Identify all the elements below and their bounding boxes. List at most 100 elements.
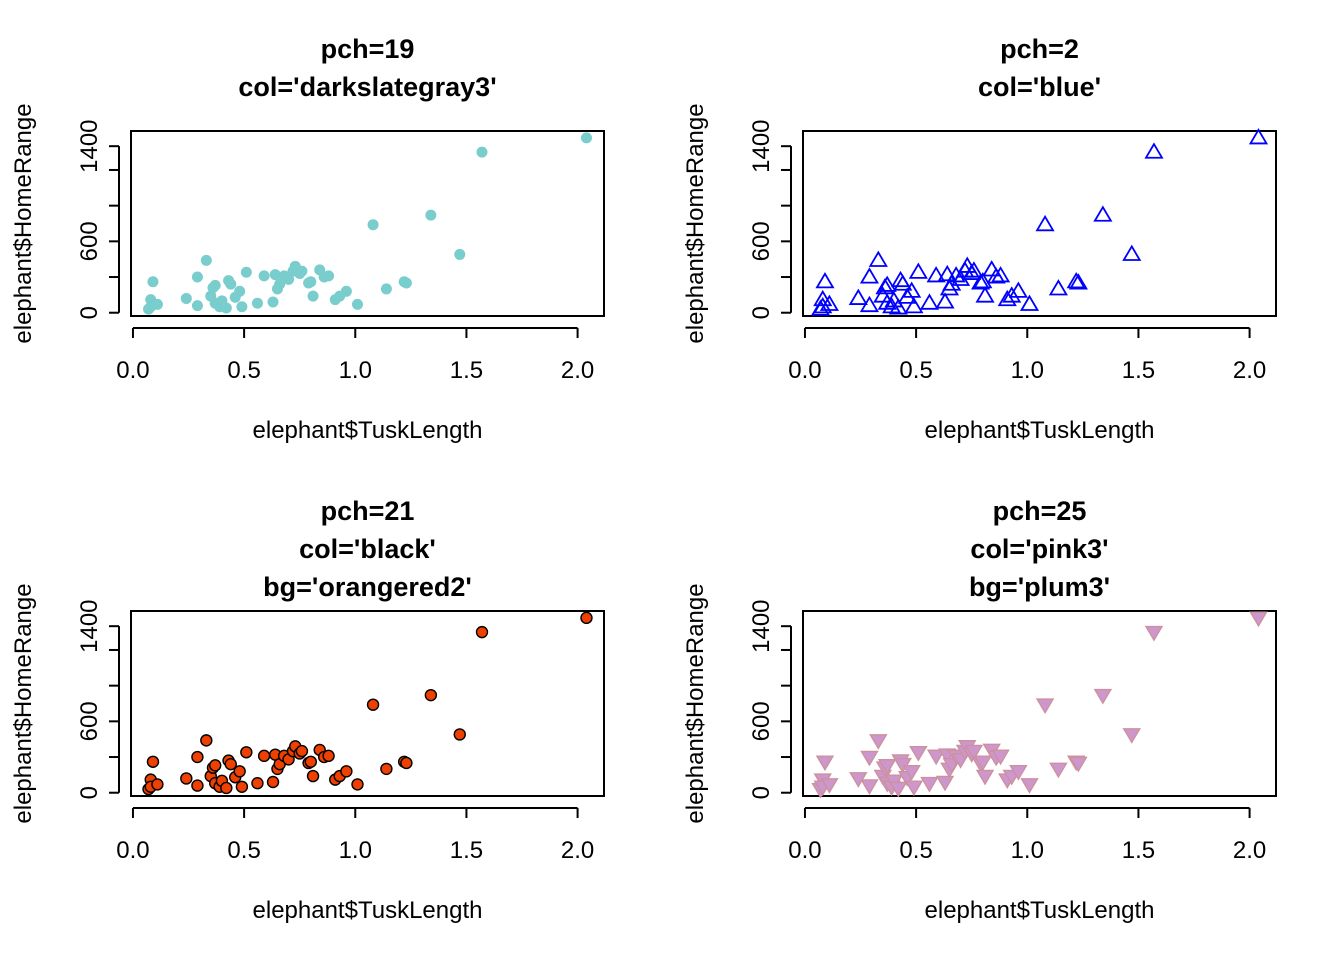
data-point bbox=[820, 778, 839, 794]
data-point bbox=[147, 276, 159, 288]
data-point bbox=[893, 274, 913, 291]
data-point bbox=[848, 288, 868, 305]
data-point bbox=[859, 267, 880, 284]
data-point bbox=[1069, 756, 1088, 773]
x-tick-label: 0.5 bbox=[227, 357, 260, 384]
data-point bbox=[860, 750, 879, 767]
plot-frame bbox=[130, 130, 605, 317]
data-point bbox=[307, 290, 319, 302]
data-point bbox=[200, 254, 212, 266]
data-point bbox=[942, 274, 962, 291]
data-point bbox=[1008, 281, 1028, 298]
data-point bbox=[191, 779, 204, 792]
data-point bbox=[946, 266, 966, 283]
data-point bbox=[1035, 214, 1055, 232]
data-point bbox=[305, 276, 317, 288]
data-point bbox=[304, 755, 318, 768]
chart-title-line: col='pink3' bbox=[970, 534, 1108, 564]
data-point bbox=[424, 688, 438, 702]
data-point bbox=[476, 146, 488, 158]
data-point bbox=[322, 749, 335, 763]
data-point bbox=[813, 296, 833, 314]
data-point bbox=[200, 734, 213, 747]
data-point bbox=[380, 283, 392, 295]
data-point bbox=[919, 293, 940, 310]
x-tick-label: 2.0 bbox=[561, 357, 594, 384]
scatter-panel-1: pch=19 col='darkslategray3' 0.0 0.5 1.0 1.5 2.… bbox=[10, 34, 605, 444]
data-point bbox=[991, 749, 1010, 766]
y-tick-label: 0 bbox=[76, 786, 103, 799]
data-point bbox=[902, 281, 922, 298]
data-point bbox=[935, 775, 955, 792]
chart-title-line: pch=19 bbox=[321, 34, 415, 64]
chart-title-line: pch=21 bbox=[321, 496, 415, 526]
data-point bbox=[975, 286, 995, 303]
data-point bbox=[191, 271, 203, 283]
data-point bbox=[902, 765, 921, 781]
data-point bbox=[935, 292, 955, 309]
data-point bbox=[964, 744, 984, 761]
data-point bbox=[146, 755, 160, 768]
data-point bbox=[877, 759, 897, 775]
data-point bbox=[877, 275, 897, 292]
data-point bbox=[859, 295, 880, 313]
data-point bbox=[926, 749, 946, 766]
data-point bbox=[973, 755, 993, 772]
x-tick-label: 2.0 bbox=[561, 837, 594, 864]
x-tick-label: 1.5 bbox=[450, 837, 483, 864]
y-tick-label: 600 bbox=[76, 221, 103, 261]
y-tick-label: 1400 bbox=[76, 599, 103, 652]
x-tick-label: 1.0 bbox=[339, 357, 372, 384]
x-tick-label: 1.0 bbox=[1011, 357, 1044, 384]
chart-title-line: col='darkslategray3' bbox=[238, 72, 496, 102]
x-tick-label: 0.0 bbox=[788, 357, 821, 384]
data-point bbox=[180, 772, 193, 785]
x-tick-label: 1.0 bbox=[1011, 837, 1044, 864]
chart-title-line: pch=25 bbox=[993, 496, 1087, 526]
data-point bbox=[191, 300, 203, 312]
data-point bbox=[234, 285, 246, 297]
data-point bbox=[869, 734, 888, 750]
y-axis-label: elephant$HomeRange bbox=[10, 103, 37, 343]
data-point bbox=[997, 289, 1017, 307]
data-point bbox=[257, 749, 271, 763]
data-point bbox=[425, 209, 437, 221]
data-point bbox=[904, 780, 924, 797]
plot-frame bbox=[802, 130, 1277, 317]
data-point bbox=[1049, 762, 1068, 779]
scatter-panel-4: pch=25 col='pink3' bg='plum3' 0.0 0.5 1.0 1.5 2… bbox=[682, 496, 1277, 924]
scatter-panel-2: pch=2 col='blue' 0.0 0.5 1.0 1.5 2.0 0 600 1400 el… bbox=[682, 34, 1277, 444]
y-tick-label: 1400 bbox=[748, 119, 775, 172]
data-point bbox=[1009, 765, 1028, 781]
data-point bbox=[180, 292, 192, 304]
data-point bbox=[224, 757, 237, 771]
points-group bbox=[811, 611, 1268, 799]
data-point bbox=[1144, 142, 1164, 159]
data-point bbox=[236, 301, 248, 313]
x-axis-label: elephant$TuskLength bbox=[925, 897, 1155, 924]
data-point bbox=[937, 264, 957, 282]
x-tick-label: 1.5 bbox=[1122, 837, 1155, 864]
data-point bbox=[306, 769, 320, 783]
data-point bbox=[1020, 778, 1039, 794]
data-point bbox=[267, 296, 279, 308]
x-tick-label: 0.5 bbox=[899, 837, 932, 864]
data-point bbox=[1122, 728, 1141, 744]
data-point bbox=[151, 298, 163, 310]
data-point bbox=[366, 698, 380, 711]
y-tick-label: 600 bbox=[76, 701, 103, 741]
data-point bbox=[975, 769, 995, 786]
data-point bbox=[877, 293, 897, 310]
chart-title-line: pch=2 bbox=[1000, 34, 1079, 64]
x-tick-label: 0.0 bbox=[116, 357, 149, 384]
data-point bbox=[454, 248, 466, 260]
chart-title-line: bg='orangered2' bbox=[263, 572, 472, 602]
x-axis-label: elephant$TuskLength bbox=[925, 417, 1155, 444]
data-point bbox=[323, 270, 335, 282]
data-point bbox=[904, 296, 924, 314]
x-tick-label: 0.0 bbox=[788, 837, 821, 864]
x-tick-label: 1.0 bbox=[339, 837, 372, 864]
data-point bbox=[191, 750, 204, 764]
chart-title-line: col='blue' bbox=[978, 72, 1101, 102]
